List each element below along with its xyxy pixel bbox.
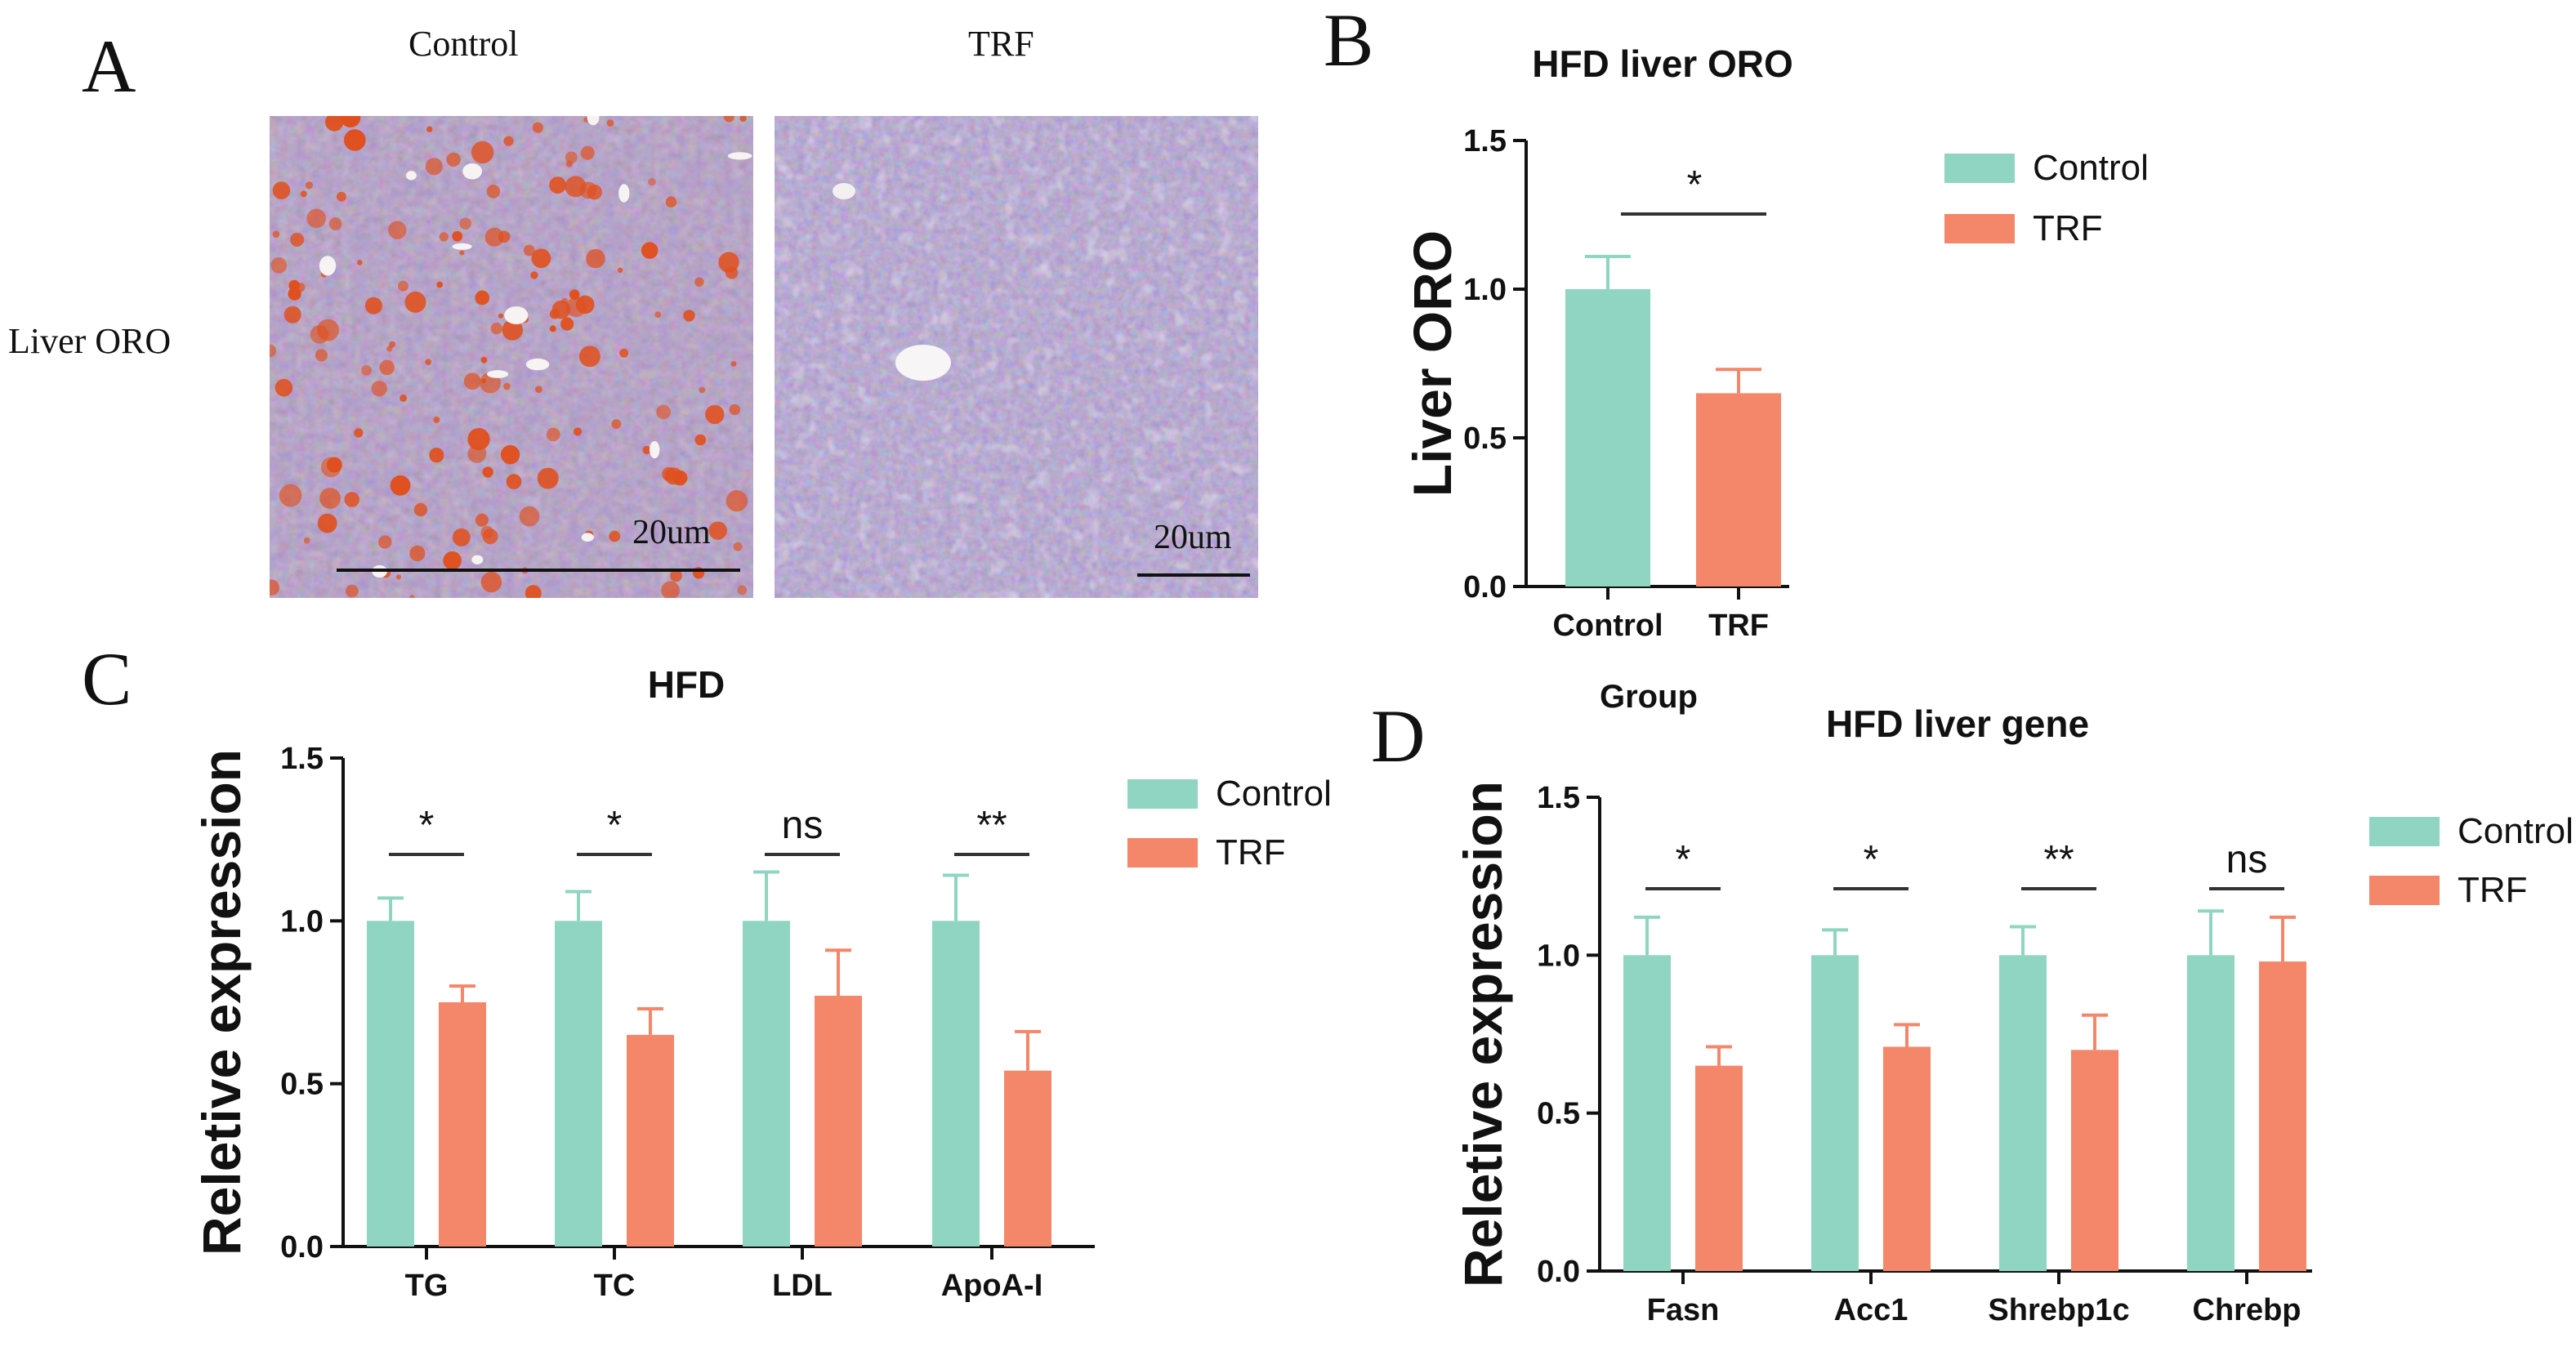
legend-label-trf: TRF (2458, 870, 2528, 910)
scale-bar-label: 20um (1154, 519, 1232, 556)
panel-d-letter: D (1371, 694, 1426, 778)
y-tick-label: 1.5 (1463, 124, 1507, 158)
significance-label: * (1676, 838, 1691, 881)
oro-stained-liver-section-icon (775, 116, 1258, 598)
bar-trf (1004, 1070, 1051, 1247)
bar-trf (439, 1002, 486, 1247)
y-tick-label: 0.5 (280, 1068, 324, 1102)
bar-control (743, 921, 790, 1247)
y-axis-label: Reletive expression (1453, 781, 1513, 1287)
panel-c-letter: C (82, 637, 132, 720)
chart-title: HFD liver gene (1826, 702, 2089, 745)
x-tick-label: Shrebp1c (1988, 1293, 2129, 1327)
scale-bar-line (1137, 573, 1250, 577)
significance-label: ns (782, 804, 824, 847)
bar-trf (627, 1034, 674, 1247)
bar-control (1565, 289, 1650, 587)
legend-label-control: Control (2458, 811, 2574, 851)
bar-trf (1695, 1065, 1743, 1271)
bar-control (367, 921, 414, 1247)
legend-swatch-trf (1127, 838, 1198, 868)
significance-label: * (1687, 163, 1703, 207)
y-tick-label: 1.0 (1537, 939, 1580, 973)
bar-trf (815, 996, 862, 1247)
bar-control (1999, 955, 2047, 1271)
y-axis-label: Liver ORO (1402, 230, 1462, 497)
significance-label: ns (2226, 838, 2268, 881)
chart-title: HFD liver ORO (1532, 42, 1793, 85)
bar-control (555, 921, 602, 1247)
panel-a-column-header-control: Control (408, 24, 519, 64)
legend-swatch-control (1127, 779, 1198, 809)
legend-swatch-trf (2369, 876, 2440, 905)
x-tick-label: TC (594, 1269, 636, 1303)
panel-b-letter: B (1324, 0, 1374, 82)
legend-swatch-control (2369, 817, 2440, 846)
oro-stained-liver-section-icon (270, 116, 753, 598)
bar-trf (1883, 1046, 1931, 1271)
y-tick-label: 1.5 (280, 742, 324, 776)
panel-a-row-header: Liver ORO (8, 321, 172, 361)
y-tick-label: 0.0 (1463, 570, 1507, 604)
x-tick-label: TRF (1708, 609, 1769, 643)
y-tick-label: 0.5 (1463, 421, 1507, 456)
bar-control (1623, 955, 1671, 1271)
panel-a-column-header-trf: TRF (968, 24, 1034, 64)
significance-label: * (1864, 838, 1879, 881)
x-tick-label: ApoA-I (941, 1269, 1043, 1303)
x-tick-label: Chrebp (2193, 1293, 2301, 1327)
y-tick-label: 0.0 (280, 1230, 324, 1264)
significance-label: ** (2043, 838, 2074, 881)
bar-trf (2071, 1050, 2118, 1271)
scale-bar-label: 20um (632, 514, 711, 551)
chart-title: HFD (648, 663, 725, 706)
x-tick-label: Fasn (1647, 1293, 1720, 1327)
y-tick-label: 1.0 (280, 904, 324, 939)
x-tick-label: Control (1552, 609, 1663, 643)
bar-control (2187, 955, 2234, 1271)
significance-label: ** (976, 804, 1007, 847)
legend-label-trf: TRF (2033, 208, 2103, 248)
y-tick-label: 1.5 (1537, 781, 1580, 815)
scale-bar-line (611, 569, 740, 572)
y-tick-label: 0.5 (1537, 1097, 1580, 1131)
x-tick-label: LDL (772, 1269, 833, 1303)
legend-label-control: Control (2033, 148, 2149, 188)
bar-trf (1696, 393, 1781, 587)
x-tick-label: Acc1 (1834, 1293, 1909, 1327)
panel-a-letter: A (82, 25, 136, 108)
significance-label: * (419, 804, 435, 847)
y-axis-label: Reletive expression (191, 749, 252, 1256)
legend-swatch-control (1944, 154, 2015, 183)
x-tick-label: TG (405, 1269, 449, 1303)
bar-control (1811, 955, 1859, 1271)
legend-label-control: Control (1216, 774, 1332, 814)
x-axis-label: Group (1600, 679, 1698, 715)
y-tick-label: 0.0 (1537, 1255, 1580, 1289)
y-tick-label: 1.0 (1463, 273, 1507, 307)
significance-label: * (607, 804, 623, 847)
legend-swatch-trf (1944, 214, 2015, 243)
bar-control (932, 921, 980, 1247)
bar-trf (2259, 961, 2306, 1271)
legend-label-trf: TRF (1216, 832, 1286, 872)
